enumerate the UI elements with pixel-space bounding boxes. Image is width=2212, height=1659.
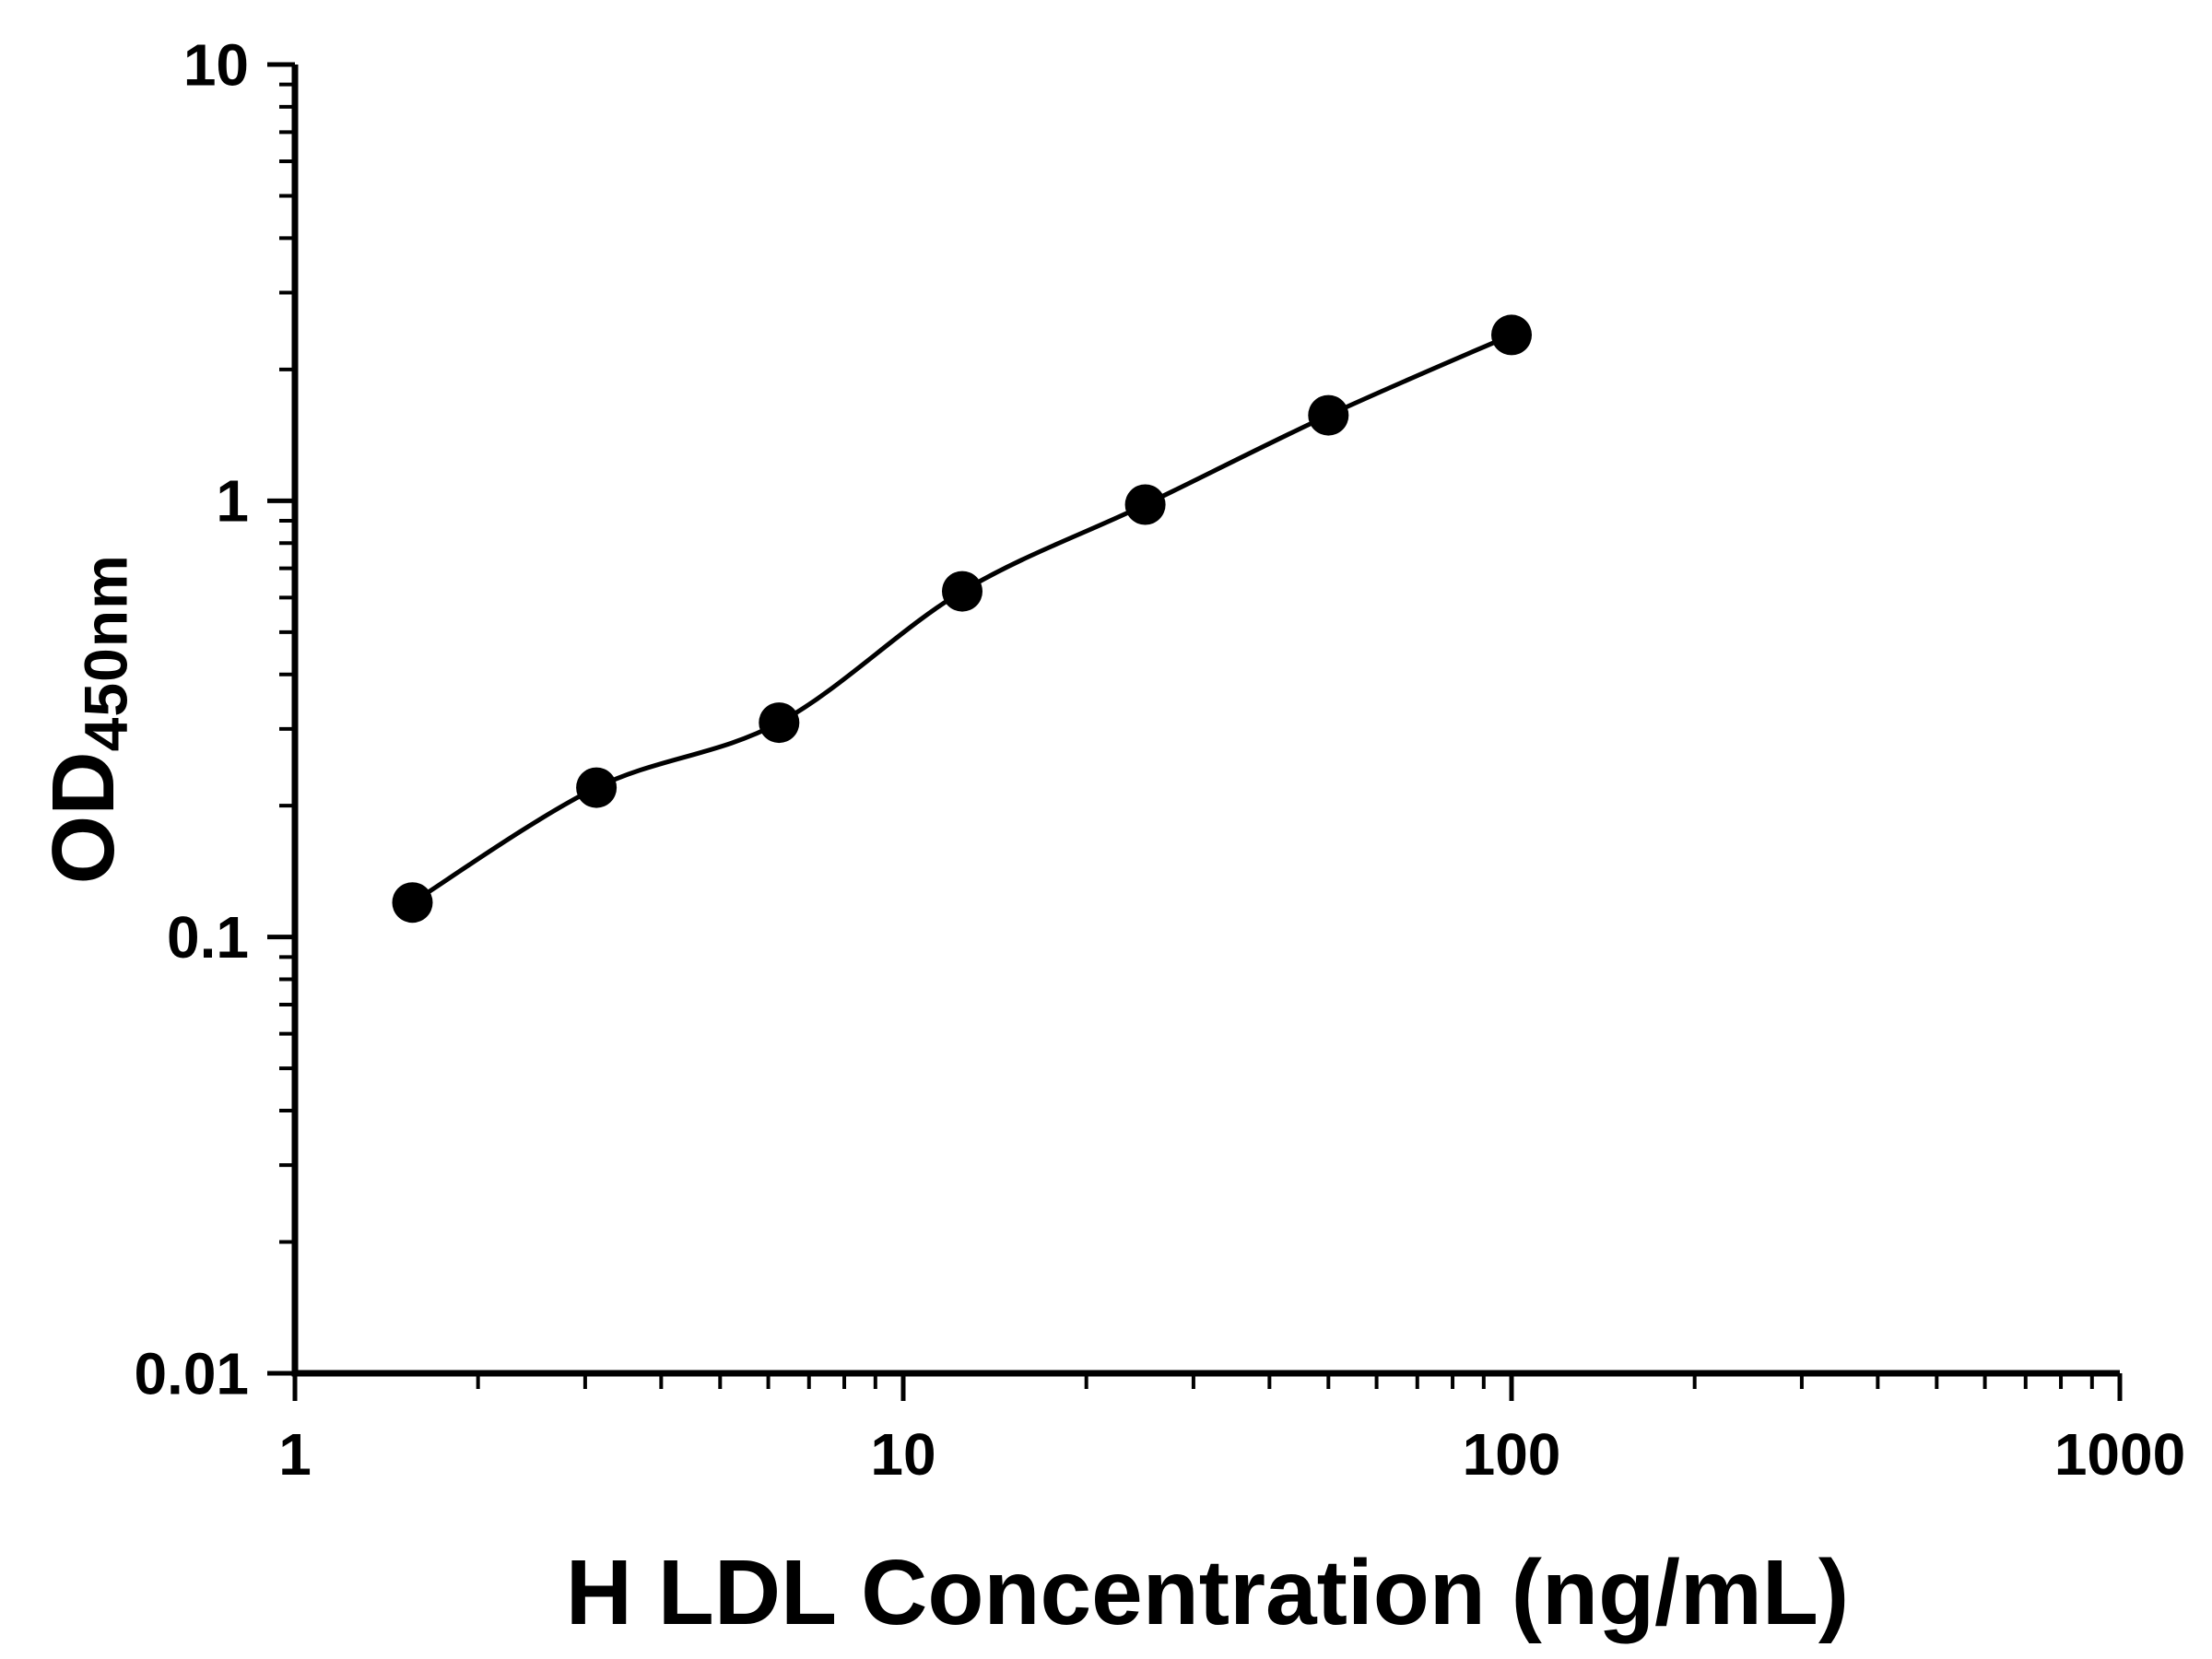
data-point-marker: [942, 571, 982, 612]
y-axis-title-sub: 450nm: [71, 553, 140, 752]
x-axis-title-text: H LDL Concentration (ng/mL): [565, 1541, 1850, 1644]
y-tick-label: 10: [183, 31, 249, 98]
y-axis-ticks: [267, 62, 295, 1376]
data-point-marker: [392, 882, 433, 924]
y-tick-label: 1: [216, 468, 249, 535]
x-tick-label: 100: [1463, 1421, 1561, 1488]
axis-spines: [291, 65, 2120, 1377]
data-point-marker: [759, 702, 800, 744]
y-tick-label: 0.01: [134, 1340, 249, 1406]
y-axis-title-text: OD450nm: [34, 553, 140, 884]
y-tick-labels: 0.01 0.1 1 10: [134, 31, 249, 1406]
data-points: [392, 314, 1532, 924]
y-axis-title: OD450nm: [9, 65, 166, 1373]
x-tick-labels: 1 10 100 1000: [278, 1421, 2185, 1488]
x-axis-title: H LDL Concentration (ng/mL): [295, 1547, 2120, 1639]
data-point-marker: [1308, 394, 1349, 436]
x-tick-label: 10: [870, 1421, 935, 1488]
x-axis-ticks: [292, 1373, 2123, 1401]
data-point-marker: [576, 767, 618, 808]
y-tick-label: 0.1: [167, 904, 249, 971]
x-tick-label: 1: [278, 1421, 312, 1488]
y-axis-title-main: OD: [33, 751, 133, 885]
data-point-marker: [1124, 484, 1166, 525]
data-point-marker: [1491, 314, 1532, 356]
x-tick-label: 1000: [2054, 1421, 2185, 1488]
